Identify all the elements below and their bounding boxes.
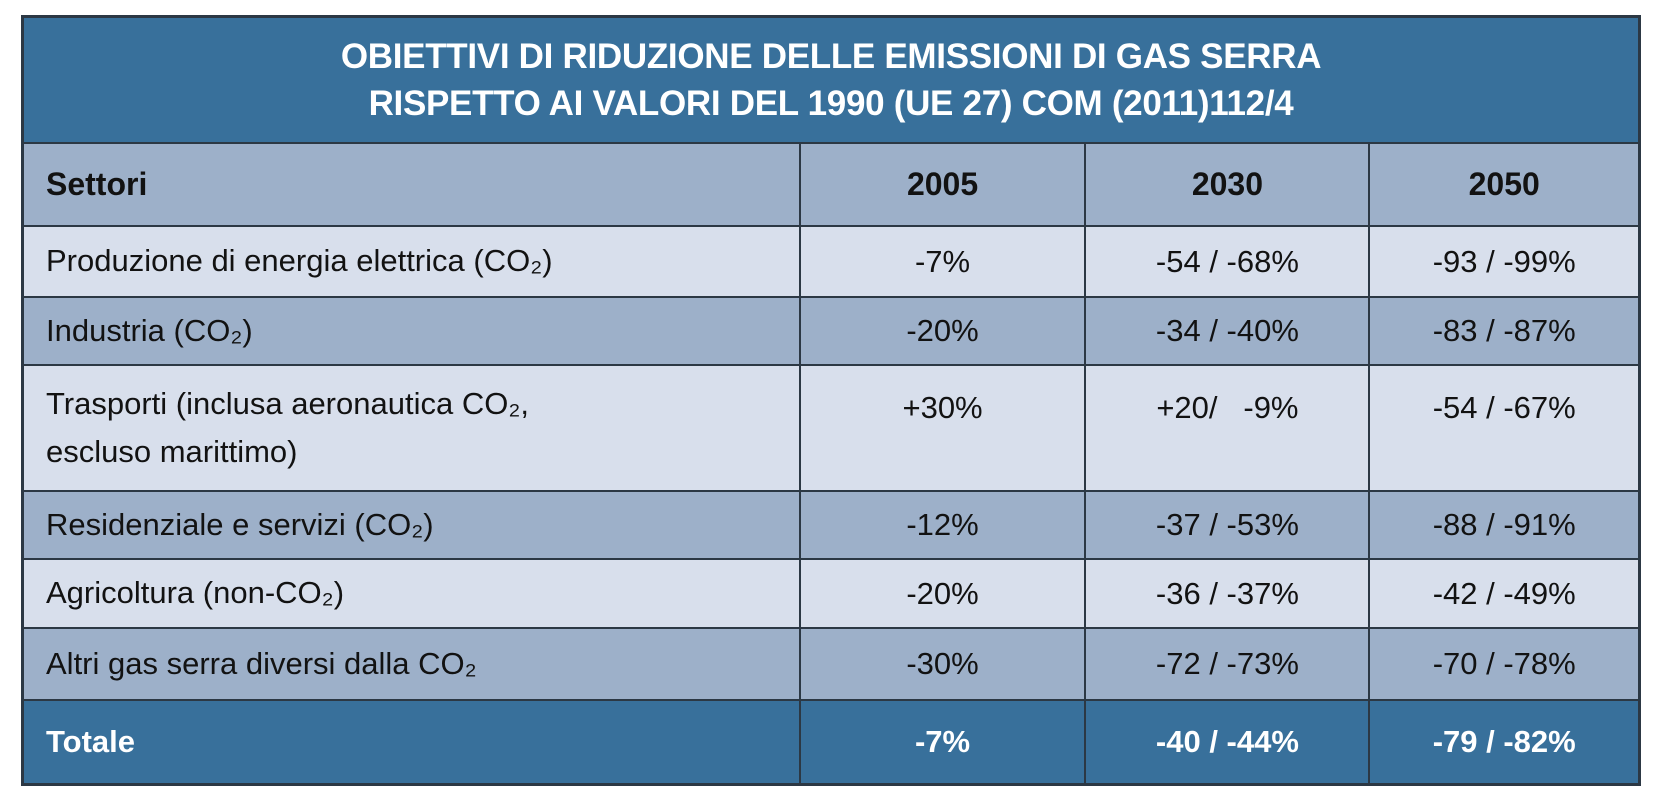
cell-2005: -12% (798, 492, 1085, 558)
column-header-2050: 2050 (1368, 144, 1638, 225)
table-row-altri-gas: Altri gas serra diversi dalla CO₂ -30% -… (24, 627, 1638, 699)
cell-2005: -30% (798, 629, 1085, 699)
column-header-2030: 2030 (1084, 144, 1368, 225)
column-header-settori: Settori (46, 165, 148, 202)
cell-2005: -7% (798, 701, 1085, 783)
table-title-line1: OBIETTIVI DI RIDUZIONE DELLE EMISSIONI D… (340, 36, 1322, 76)
cell-2005: -20% (798, 298, 1085, 364)
cell-2030: +20/ -9% (1084, 366, 1368, 490)
cell-2050: -88 / -91% (1368, 492, 1638, 558)
cell-2050: -93 / -99% (1368, 227, 1638, 296)
row-label: Trasporti (inclusa aeronautica CO₂, escl… (46, 385, 529, 469)
row-label: Totale (46, 723, 135, 759)
cell-2005: -7% (798, 227, 1085, 296)
row-label: Altri gas serra diversi dalla CO₂ (46, 645, 477, 681)
cell-2050: -83 / -87% (1368, 298, 1638, 364)
row-label: Residenziale e servizi (CO₂) (46, 506, 434, 542)
table-title: OBIETTIVI DI RIDUZIONE DELLE EMISSIONI D… (24, 18, 1638, 142)
cell-2030: -54 / -68% (1084, 227, 1368, 296)
cell-2050: -42 / -49% (1368, 560, 1638, 627)
table-row-totale: Totale -7% -40 / -44% -79 / -82% (24, 699, 1638, 783)
cell-2050: -54 / -67% (1368, 366, 1638, 490)
emissions-table: OBIETTIVI DI RIDUZIONE DELLE EMISSIONI D… (21, 15, 1641, 786)
cell-2050: -79 / -82% (1368, 701, 1638, 783)
table-row-trasporti: Trasporti (inclusa aeronautica CO₂, escl… (24, 364, 1638, 490)
table-header-row: Settori 2005 2030 2050 (24, 142, 1638, 225)
cell-2030: -37 / -53% (1084, 492, 1368, 558)
column-header-2005: 2005 (798, 144, 1085, 225)
cell-2050: -70 / -78% (1368, 629, 1638, 699)
table-row-produzione: Produzione di energia elettrica (CO₂) -7… (24, 225, 1638, 296)
cell-2030: -34 / -40% (1084, 298, 1368, 364)
cell-2005: +30% (798, 366, 1085, 490)
table-row-residenziale: Residenziale e servizi (CO₂) -12% -37 / … (24, 490, 1638, 558)
row-label: Agricoltura (non-CO₂) (46, 575, 345, 611)
table-row-agricoltura: Agricoltura (non-CO₂) -20% -36 / -37% -4… (24, 558, 1638, 627)
cell-2030: -40 / -44% (1084, 701, 1368, 783)
row-label: Industria (CO₂) (46, 312, 253, 348)
table-title-line2: RISPETTO AI VALORI DEL 1990 (UE 27) COM … (368, 84, 1294, 123)
cell-2030: -36 / -37% (1084, 560, 1368, 627)
row-label: Produzione di energia elettrica (CO₂) (46, 243, 553, 279)
table-row-industria: Industria (CO₂) -20% -34 / -40% -83 / -8… (24, 296, 1638, 364)
cell-2030: -72 / -73% (1084, 629, 1368, 699)
cell-2005: -20% (798, 560, 1085, 627)
